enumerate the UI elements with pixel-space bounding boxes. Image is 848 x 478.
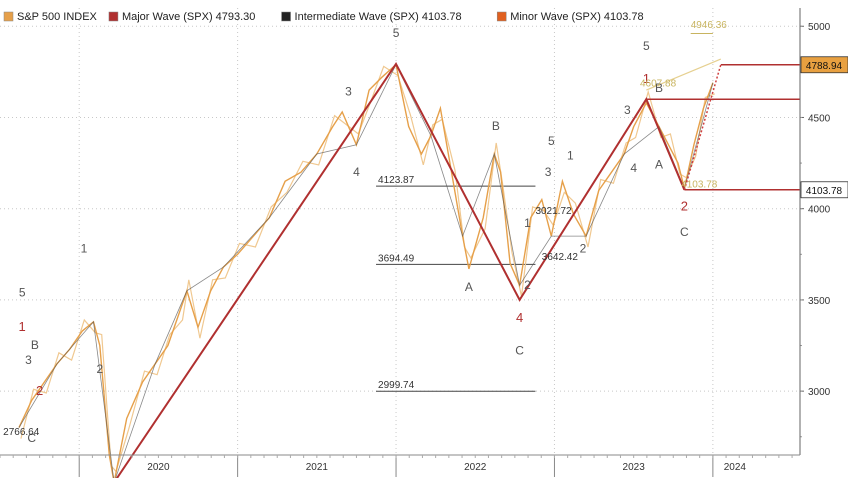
- wave-label-4: 4: [630, 161, 637, 175]
- wave-label-5: 5: [643, 39, 650, 53]
- legend: S&P 500 INDEX Major Wave (SPX) 4793.30 Int…: [3, 11, 644, 23]
- wave-label-B: B: [31, 338, 39, 352]
- major-wave-line: [115, 62, 686, 478]
- wave-label-3: 3: [624, 103, 631, 117]
- x-year-label: 2020: [147, 462, 170, 473]
- wave-label-C: C: [515, 344, 524, 358]
- y-axis: 5000 4500 4000 3500 3000 4788.94 4103.78: [799, 8, 848, 455]
- wave-label-1: 1: [19, 319, 26, 334]
- x-year-label: 2022: [464, 462, 487, 473]
- y-tick-label: 3000: [808, 387, 831, 398]
- right-tag-label: 4788.94: [806, 61, 843, 72]
- projection-light-line: [646, 58, 722, 91]
- series-layer: [18, 33, 800, 478]
- y-tick-label: 3500: [808, 296, 831, 307]
- value-annotation: 2766.64: [3, 427, 40, 438]
- legend-entry: Intermediate Wave (SPX) 4103.78: [295, 11, 462, 23]
- right-tag-box: [800, 56, 848, 74]
- wave-label-B: B: [492, 119, 500, 133]
- wave-label-4: 4: [516, 310, 523, 325]
- wave-label-1: 1: [643, 71, 650, 86]
- wave-label-2: 2: [580, 241, 587, 255]
- wave-label-4: 4: [353, 165, 360, 179]
- major-wave-projection: [683, 64, 722, 191]
- legend-swatch: [108, 11, 119, 22]
- value-annotation: 4607.88: [640, 78, 677, 89]
- wave-label-C: C: [680, 225, 689, 239]
- level-label: 3694.49: [378, 253, 415, 264]
- wave-label-5: 5: [19, 285, 26, 299]
- wave-label-2: 2: [681, 199, 688, 214]
- value-annotation: 3021.72: [535, 206, 572, 217]
- x-year-label: 2023: [623, 462, 646, 473]
- right-tag-box: [800, 181, 848, 199]
- y-tick-label: 4000: [808, 205, 831, 216]
- level-label: 4123.87: [378, 175, 415, 186]
- value-annotation: 4946.36: [691, 20, 728, 31]
- wave-label-1: 1: [524, 216, 531, 230]
- x-year-label: 2024: [724, 462, 747, 473]
- level-label: 2999.74: [378, 380, 415, 391]
- y-tick-label: 5000: [808, 22, 831, 33]
- legend-entry: S&P 500 INDEX: [17, 11, 98, 23]
- wave-label-A: A: [465, 280, 473, 294]
- wave-label-2: 2: [36, 383, 43, 398]
- legend-swatch: [496, 11, 507, 22]
- wave-label-5: 5: [393, 26, 400, 40]
- right-tag-label: 4103.78: [806, 186, 843, 197]
- value-annotation: 3642.42: [542, 252, 579, 263]
- wave-label-2: 2: [524, 278, 531, 292]
- legend-entry: Major Wave (SPX) 4793.30: [122, 11, 255, 23]
- x-year-label: 2021: [306, 462, 329, 473]
- wave-label-B: B: [655, 81, 663, 95]
- legend-swatch: [3, 11, 14, 22]
- wave-label-C: C: [27, 431, 36, 445]
- wave-label-2: 2: [96, 362, 103, 376]
- y-tick-label: 4500: [808, 113, 831, 124]
- wave-label-1: 1: [567, 148, 574, 162]
- wave-label-3: 3: [545, 165, 552, 179]
- wave-label-3: 3: [25, 353, 32, 367]
- wave-label-1: 1: [81, 241, 88, 255]
- price-levels: 4123.87 3694.49 2999.74: [376, 175, 536, 392]
- legend-swatch: [281, 11, 291, 22]
- wave-label-5: 5: [548, 134, 555, 148]
- wave-label-3: 3: [345, 85, 352, 99]
- wave-label-A: A: [655, 158, 663, 172]
- value-annotation: 4103.78: [681, 180, 718, 191]
- legend-entry: Minor Wave (SPX) 4103.78: [510, 11, 643, 23]
- x-axis: 2020 2021 2022 2023 2024: [0, 454, 800, 477]
- value-annotations: 2766.64 3021.72 3642.42 4946.36 4607.88 4103.…: [3, 20, 727, 438]
